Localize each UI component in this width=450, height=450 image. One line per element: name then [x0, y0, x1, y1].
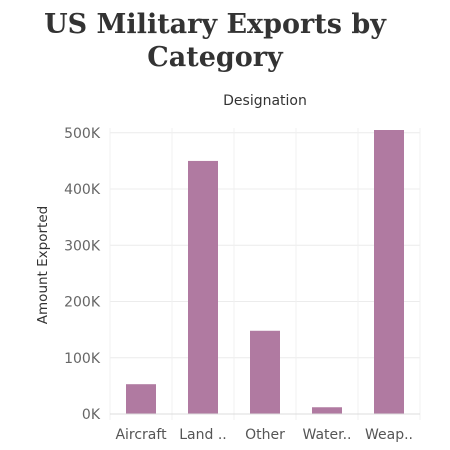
y-axis-ticks: 0K 100K 200K 300K 400K 500K	[64, 126, 101, 423]
chart-title-line-1: US Military Exports by	[44, 9, 386, 40]
bar[interactable]	[126, 384, 156, 414]
y-tick-label: 400K	[64, 182, 101, 198]
bar[interactable]	[312, 407, 342, 414]
x-axis-categories: Aircraft Land .. Other Water.. Weap..	[115, 427, 413, 443]
y-axis-label: Amount Exported	[35, 206, 51, 324]
y-tick-label: 0K	[82, 407, 101, 423]
y-tick-label: 500K	[64, 126, 101, 142]
y-tick-label: 200K	[64, 295, 101, 311]
bar[interactable]	[374, 130, 404, 414]
chart-title-line-2: Category	[147, 42, 283, 73]
x-category-label: Other	[245, 427, 285, 443]
gridlines	[109, 128, 421, 420]
x-category-label: Weap..	[365, 427, 413, 443]
y-tick-label: 100K	[64, 351, 101, 367]
x-category-label: Water..	[303, 427, 352, 443]
x-category-label: Aircraft	[115, 427, 167, 443]
x-category-label: Land ..	[179, 427, 227, 443]
bar[interactable]	[250, 330, 280, 414]
y-tick-label: 300K	[64, 238, 101, 254]
bar[interactable]	[188, 160, 218, 414]
chart-title: US Military Exports by Category	[0, 8, 430, 74]
bars	[126, 130, 404, 414]
column-header: Designation	[223, 93, 307, 109]
